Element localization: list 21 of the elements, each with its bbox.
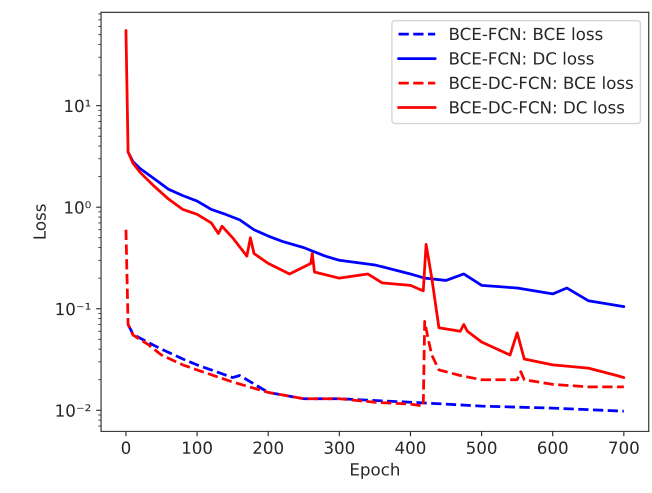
x-tick-label: 200 xyxy=(254,441,284,454)
y-tick-label: 10¹ xyxy=(65,100,90,112)
y-tick-label: 10⁰ xyxy=(65,201,91,214)
x-tick-label: 700 xyxy=(609,441,639,454)
x-tick-label: 400 xyxy=(395,441,426,454)
x-tick-label: 500 xyxy=(466,441,496,454)
x-tick-label: 300 xyxy=(324,441,354,454)
x-tick-label: 100 xyxy=(183,441,212,454)
legend-label: BCE-DC-FCN: DC loss xyxy=(450,100,624,114)
legend-label: BCE-FCN: DC loss xyxy=(450,52,594,65)
x-tick-label: 600 xyxy=(538,441,568,454)
line-series xyxy=(126,323,626,413)
y-axis-title: Loss xyxy=(33,204,46,238)
x-tick-label: 0 xyxy=(122,441,130,454)
y-tick-label: 10⁻² xyxy=(56,404,90,417)
legend-label: BCE-DC-FCN: BCE loss xyxy=(450,76,633,90)
line-series xyxy=(126,150,626,308)
line-series xyxy=(124,228,626,408)
x-axis-title: Epoch xyxy=(351,462,399,479)
legend-label: BCE-FCN: BCE loss xyxy=(450,27,602,40)
y-tick-label: 10⁻¹ xyxy=(56,302,90,316)
